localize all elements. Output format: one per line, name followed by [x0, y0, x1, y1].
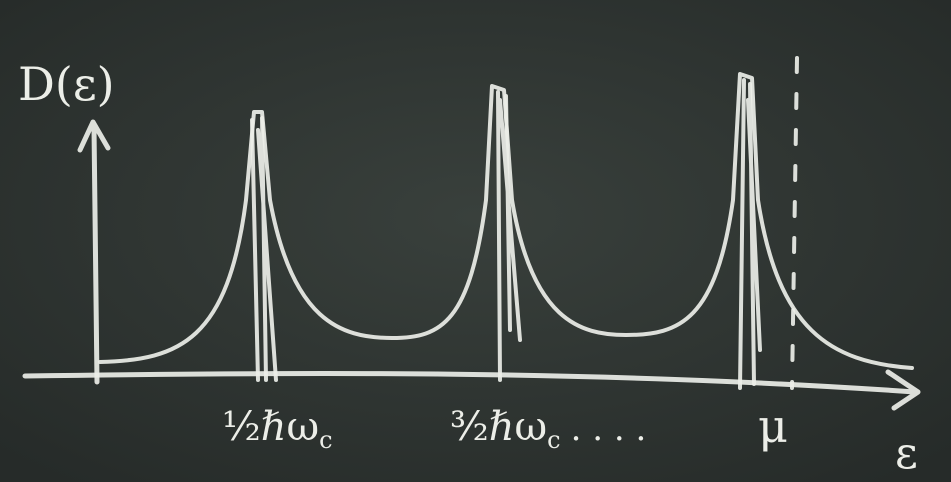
chalkboard: D(ε) ε ½ℏωc ³⁄₂ℏωc. . . . μ: [0, 0, 951, 482]
peak-label-text: ³⁄₂ℏω: [450, 404, 547, 450]
y-axis-label: D(ε): [18, 57, 115, 111]
peak-label-subscript: c: [319, 426, 332, 454]
ellipsis: . . . .: [571, 409, 647, 449]
peak-label-text: ½ℏω: [222, 404, 319, 450]
page: D(ε) ε ½ℏωc ³⁄₂ℏωc. . . . μ (() => { con…: [0, 0, 951, 482]
peak-label-subscript: c: [547, 426, 560, 454]
x-axis-label: ε: [895, 428, 918, 479]
peak-label: ½ℏωc: [222, 404, 333, 454]
mu-label: μ: [758, 399, 788, 453]
